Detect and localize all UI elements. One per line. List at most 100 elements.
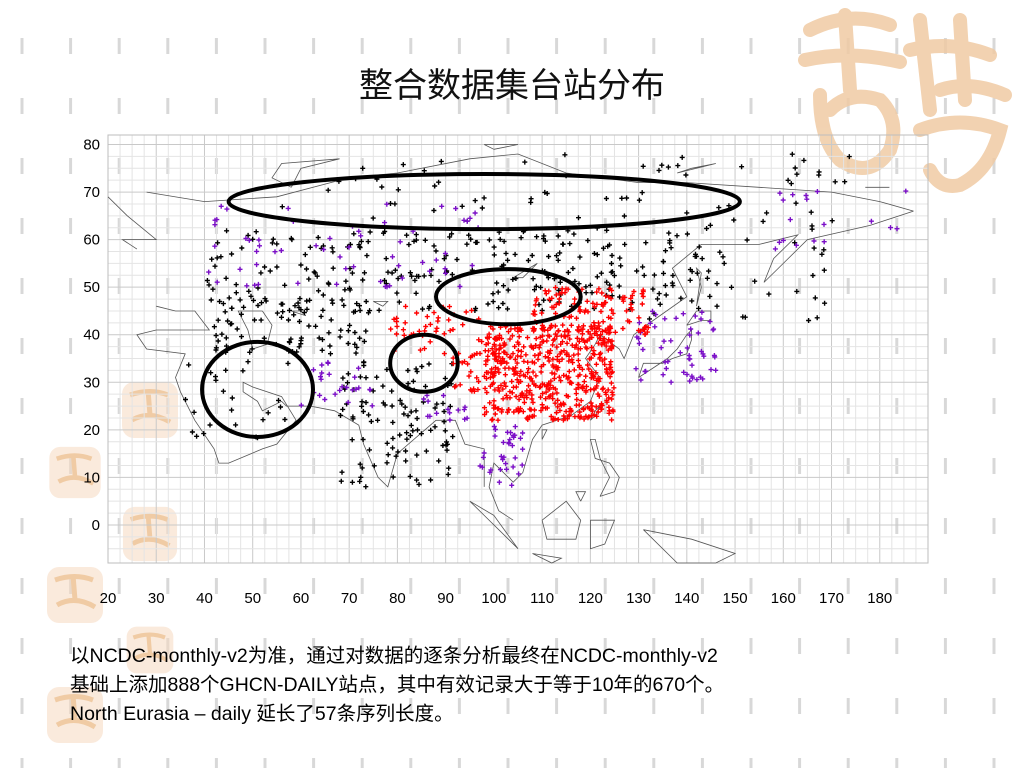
- station-marker: [519, 391, 525, 397]
- station-marker: [622, 241, 628, 247]
- station-marker: [238, 311, 244, 317]
- station-marker: [409, 273, 415, 279]
- station-marker: [814, 315, 820, 321]
- station-marker: [602, 362, 608, 367]
- station-marker: [576, 281, 582, 287]
- station-marker: [476, 379, 482, 384]
- station-marker: [314, 273, 320, 279]
- station-marker: [660, 372, 666, 378]
- station-marker: [588, 371, 594, 377]
- decorative-seal-small-6: [47, 687, 103, 743]
- station-marker: [821, 267, 827, 273]
- x-tick-label: 60: [293, 590, 310, 607]
- station-marker: [444, 441, 450, 447]
- station-marker: [780, 197, 786, 203]
- station-marker: [603, 293, 609, 299]
- station-marker: [342, 287, 348, 293]
- station-marker: [441, 419, 447, 425]
- station-marker: [359, 465, 365, 471]
- station-marker: [572, 296, 578, 302]
- station-marker: [752, 278, 758, 284]
- station-marker: [503, 250, 509, 256]
- station-marker: [452, 384, 458, 390]
- station-marker: [520, 430, 526, 436]
- station-marker: [427, 339, 433, 345]
- station-marker: [903, 188, 909, 194]
- station-marker: [583, 290, 589, 296]
- station-marker: [435, 315, 441, 321]
- station-marker: [590, 300, 596, 306]
- station-marker: [577, 409, 583, 415]
- station-marker: [211, 324, 217, 330]
- station-marker: [566, 412, 572, 418]
- station-marker: [609, 338, 615, 344]
- station-marker: [315, 235, 321, 240]
- station-marker: [279, 204, 285, 210]
- station-marker: [550, 356, 556, 362]
- station-marker: [515, 325, 521, 331]
- station-marker: [413, 290, 419, 296]
- station-marker: [510, 351, 516, 357]
- station-marker: [403, 303, 409, 309]
- station-marker: [498, 453, 504, 459]
- station-marker: [557, 351, 563, 357]
- station-marker: [463, 309, 469, 315]
- station-marker: [306, 323, 312, 329]
- station-marker: [555, 417, 561, 422]
- station-marker: [587, 356, 592, 362]
- station-marker: [766, 291, 772, 297]
- station-marker: [661, 270, 666, 276]
- station-marker: [842, 179, 848, 185]
- coastline: [373, 301, 389, 307]
- station-marker: [307, 244, 313, 250]
- station-marker: [347, 287, 353, 293]
- coastline: [643, 529, 737, 564]
- station-marker: [382, 220, 388, 226]
- station-marker: [278, 301, 284, 307]
- station-marker: [530, 369, 536, 375]
- station-marker: [502, 342, 508, 348]
- station-marker: [382, 278, 387, 283]
- coastline: [695, 266, 702, 307]
- station-marker: [704, 226, 710, 231]
- station-marker: [662, 359, 668, 365]
- station-marker: [513, 365, 519, 371]
- station-marker: [689, 362, 695, 368]
- station-marker: [580, 326, 586, 332]
- station-marker: [259, 300, 264, 306]
- station-marker: [564, 416, 570, 422]
- station-marker: [555, 365, 561, 370]
- station-marker: [619, 195, 625, 201]
- station-marker: [496, 479, 502, 485]
- coastline: [136, 305, 485, 488]
- x-tick-label: 20: [100, 590, 117, 607]
- station-marker: [545, 355, 551, 361]
- station-marker: [604, 227, 610, 233]
- coastline: [575, 491, 587, 502]
- station-marker: [518, 327, 524, 333]
- station-marker: [656, 167, 662, 173]
- slide-title: 整合数据集台站分布: [359, 66, 665, 106]
- station-marker: [506, 407, 512, 412]
- station-marker: [490, 326, 496, 332]
- station-marker: [352, 341, 358, 347]
- station-marker: [207, 422, 213, 428]
- station-marker: [549, 370, 555, 376]
- station-marker: [592, 352, 597, 358]
- station-marker: [298, 262, 304, 268]
- station-marker: [341, 302, 347, 308]
- station-marker: [639, 301, 645, 307]
- station-marker: [512, 455, 518, 461]
- station-marker: [509, 443, 515, 449]
- station-marker: [535, 356, 541, 362]
- station-marker: [543, 396, 549, 402]
- station-marker: [375, 417, 381, 423]
- station-marker: [509, 333, 515, 339]
- station-marker: [345, 380, 350, 386]
- station-marker: [382, 402, 388, 408]
- station-marker: [354, 301, 360, 307]
- highlight-circle-north-siberia: [226, 171, 742, 232]
- station-marker: [507, 437, 513, 443]
- station-marker: [491, 341, 497, 347]
- station-marker: [368, 419, 374, 424]
